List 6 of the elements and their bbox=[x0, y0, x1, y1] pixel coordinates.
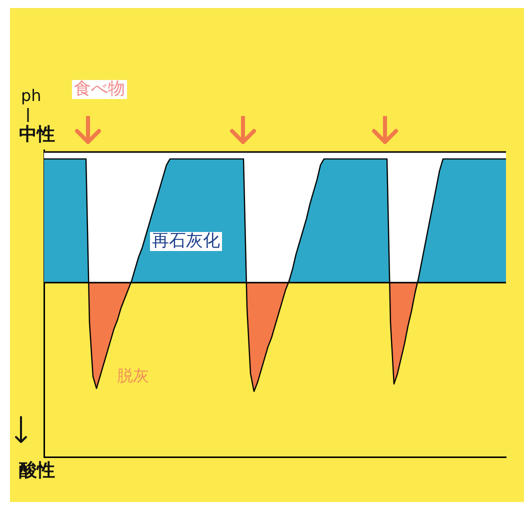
y-axis-title: ph bbox=[21, 86, 42, 105]
text: 酸性 bbox=[19, 460, 55, 481]
text: 食べ物 bbox=[72, 79, 127, 99]
text: 中性 bbox=[19, 124, 55, 145]
annotation: 再石灰化 bbox=[150, 231, 222, 251]
annotation: 脱灰 bbox=[117, 366, 149, 385]
